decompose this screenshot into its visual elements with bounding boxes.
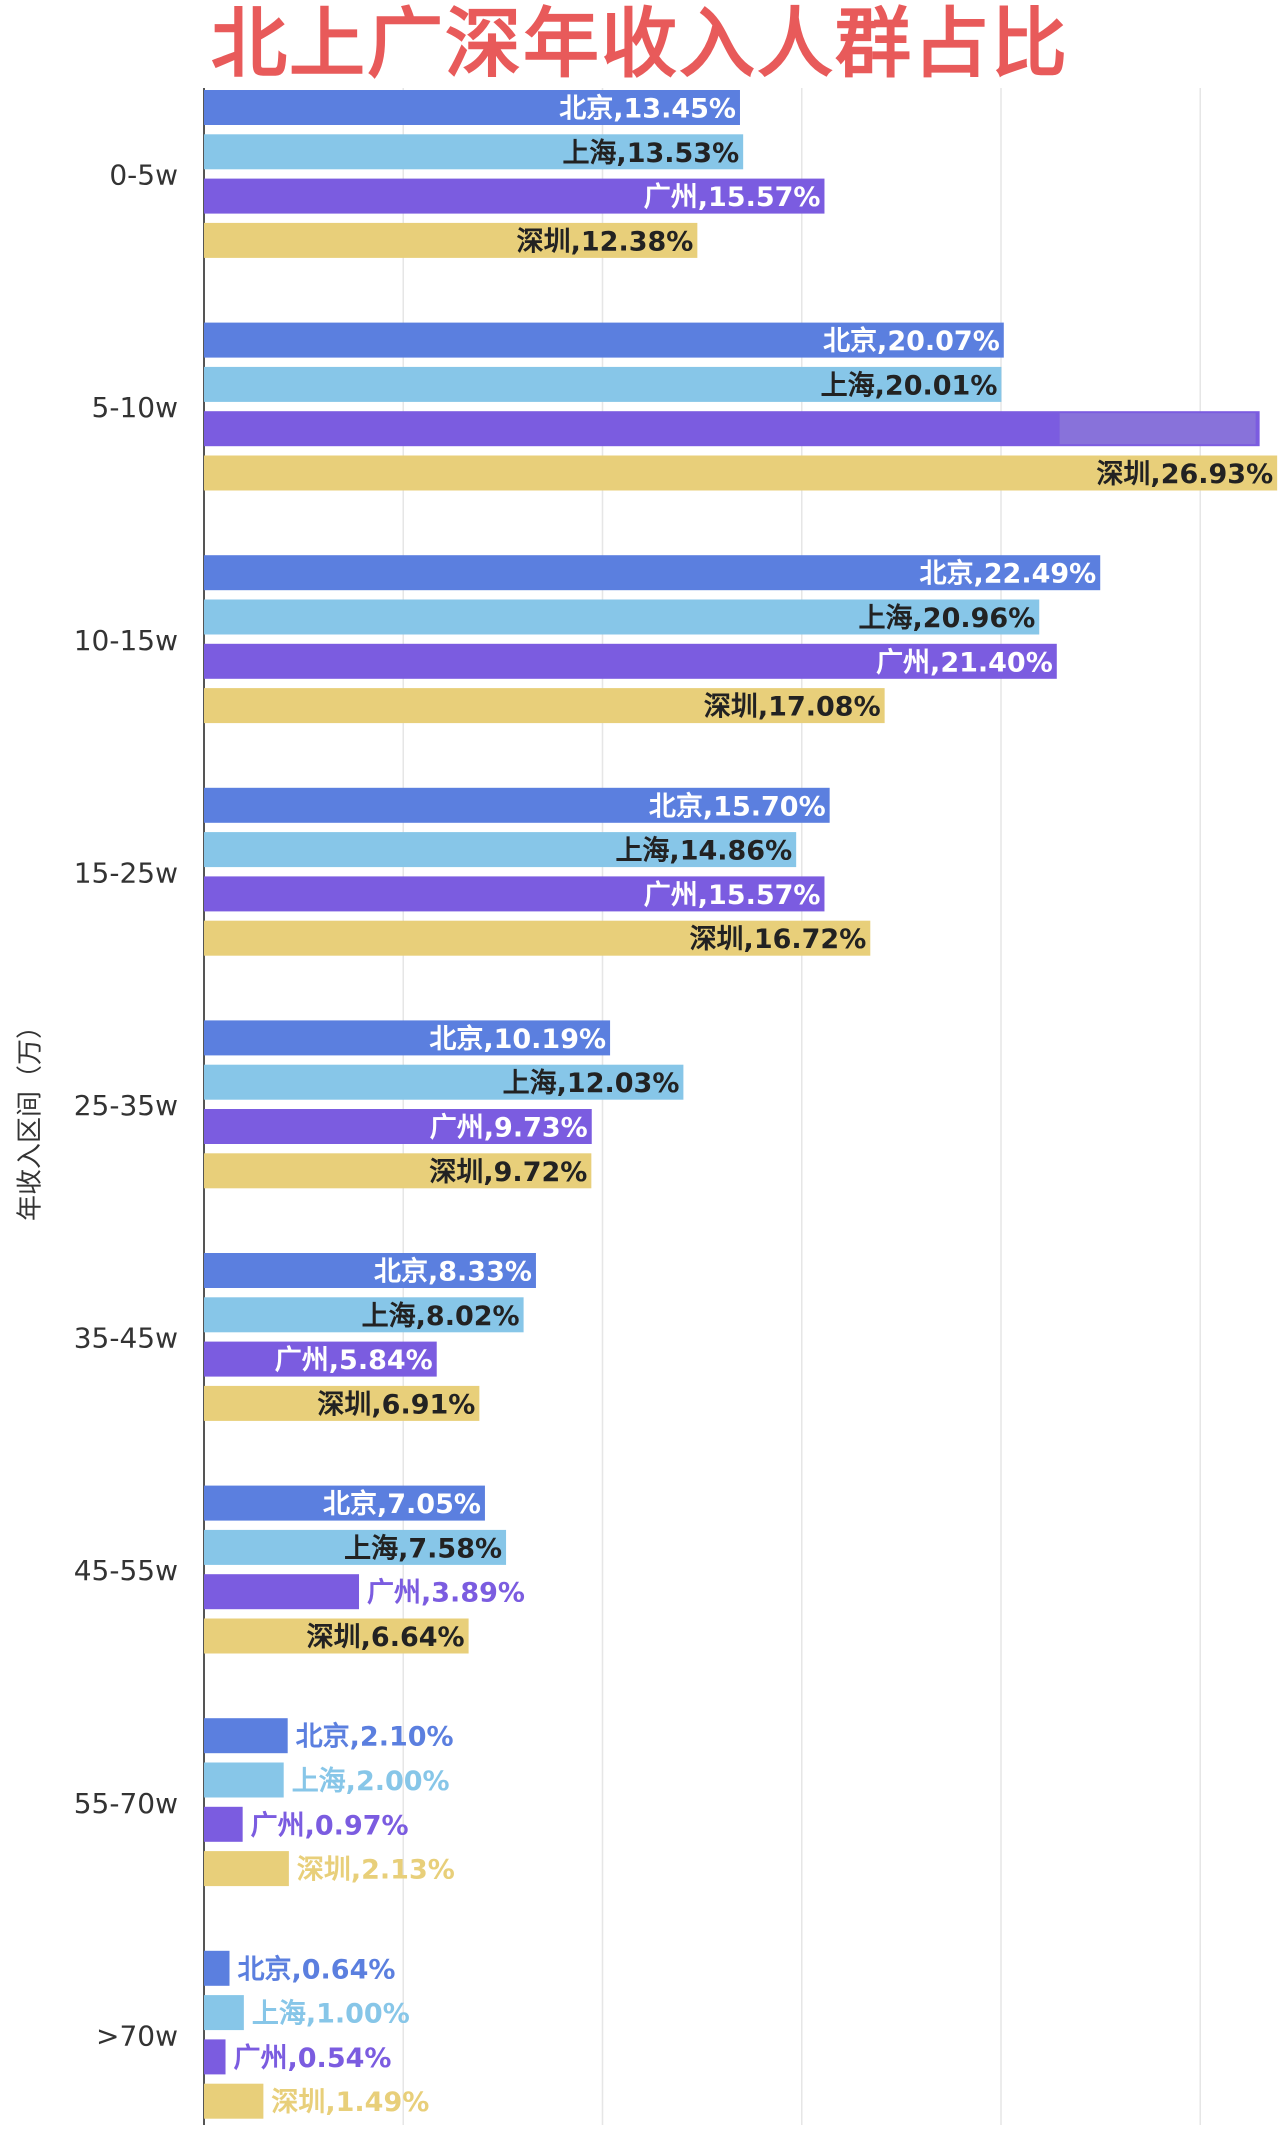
data-label: 深圳,16.72% <box>690 924 867 955</box>
bar <box>204 643 1057 679</box>
category-tick-label: 35-45w <box>74 1322 178 1355</box>
category-tick-label: 0-5w <box>109 159 178 192</box>
data-label: 广州,0.97% <box>251 1810 409 1841</box>
bar <box>204 455 1278 491</box>
data-label: 上海,1.00% <box>252 1999 410 2030</box>
data-label: 北京,7.05% <box>323 1488 481 1520</box>
bar <box>204 366 1002 402</box>
data-label: 上海,12.03% <box>503 1068 680 1099</box>
bar <box>204 2039 226 2075</box>
bar <box>204 1529 507 1565</box>
bar <box>204 90 740 125</box>
data-label: 北京,0.64% <box>238 1953 396 1985</box>
blurred-label <box>1059 413 1256 445</box>
bar <box>204 1385 480 1421</box>
data-label: 北京,13.45% <box>559 93 736 125</box>
bar <box>204 222 698 258</box>
category-tick-label: 15-25w <box>74 856 178 889</box>
data-label: 广州,9.73% <box>430 1113 588 1144</box>
data-label: 深圳,6.64% <box>307 1622 465 1653</box>
bar <box>204 1718 288 1754</box>
bar <box>204 1109 592 1144</box>
category-tick-label: 25-35w <box>74 1089 178 1122</box>
data-label: 深圳,26.93% <box>1096 459 1273 490</box>
bar <box>204 787 830 823</box>
chart-title: 北上广深年收入人群占比 <box>211 0 1069 88</box>
data-label: 广州,3.89% <box>367 1578 525 1609</box>
bar <box>204 1485 485 1521</box>
category-tick-label: 55-70w <box>74 1787 178 1820</box>
data-label: 北京,2.10% <box>296 1721 454 1753</box>
data-label: 广州,15.57% <box>644 182 821 213</box>
bar <box>204 599 1040 635</box>
data-label: 上海,7.58% <box>344 1533 502 1564</box>
data-label: 深圳,9.72% <box>429 1157 587 1188</box>
data-label: 广州,21.40% <box>876 647 1053 678</box>
bar <box>204 178 825 214</box>
data-label: 深圳,12.38% <box>517 226 694 257</box>
data-label: 北京,10.19% <box>429 1023 606 1055</box>
data-label: 上海,14.86% <box>615 836 792 867</box>
data-label: 上海,13.53% <box>562 138 739 169</box>
category-tick-label: >70w <box>96 2019 178 2052</box>
bar <box>204 920 871 956</box>
category-tick-label: 10-15w <box>74 624 178 657</box>
bar <box>204 1851 289 1887</box>
data-label: 上海,20.96% <box>859 603 1036 634</box>
data-label: 深圳,6.91% <box>317 1389 475 1420</box>
data-label: 广州,5.84% <box>275 1345 433 1376</box>
category-tick-label: 5-10w <box>92 391 178 424</box>
bar <box>204 876 825 912</box>
bar <box>204 832 797 868</box>
data-label: 上海,20.01% <box>821 370 998 401</box>
bar <box>204 1574 360 1610</box>
bar <box>204 1762 284 1798</box>
data-label: 上海,2.00% <box>292 1766 450 1797</box>
bar <box>204 1618 469 1654</box>
data-label: 深圳,17.08% <box>704 692 881 723</box>
bar <box>204 1153 592 1189</box>
data-label: 北京,22.49% <box>920 558 1097 590</box>
bar <box>204 1341 437 1377</box>
data-label: 北京,8.33% <box>374 1256 532 1288</box>
category-tick-label: 45-55w <box>74 1554 178 1587</box>
data-label: 广州,0.54% <box>234 2043 392 2074</box>
bar <box>204 1253 536 1288</box>
data-label: 北京,15.70% <box>649 790 826 822</box>
bar <box>204 134 744 170</box>
bar <box>204 688 885 724</box>
data-label: 深圳,2.13% <box>297 1855 455 1886</box>
data-label: 上海,8.02% <box>362 1301 520 1332</box>
bar <box>204 322 1004 358</box>
bar <box>204 1806 243 1842</box>
bar <box>204 555 1101 591</box>
data-label: 北京,20.07% <box>823 325 1000 357</box>
bar <box>204 1995 244 2031</box>
data-label: 广州,15.57% <box>644 880 821 911</box>
bar <box>204 1064 684 1100</box>
bar <box>204 1297 524 1333</box>
bar <box>204 1020 611 1056</box>
bar <box>204 2083 264 2119</box>
data-label: 深圳,1.49% <box>271 2087 429 2118</box>
bar <box>204 1950 230 1986</box>
